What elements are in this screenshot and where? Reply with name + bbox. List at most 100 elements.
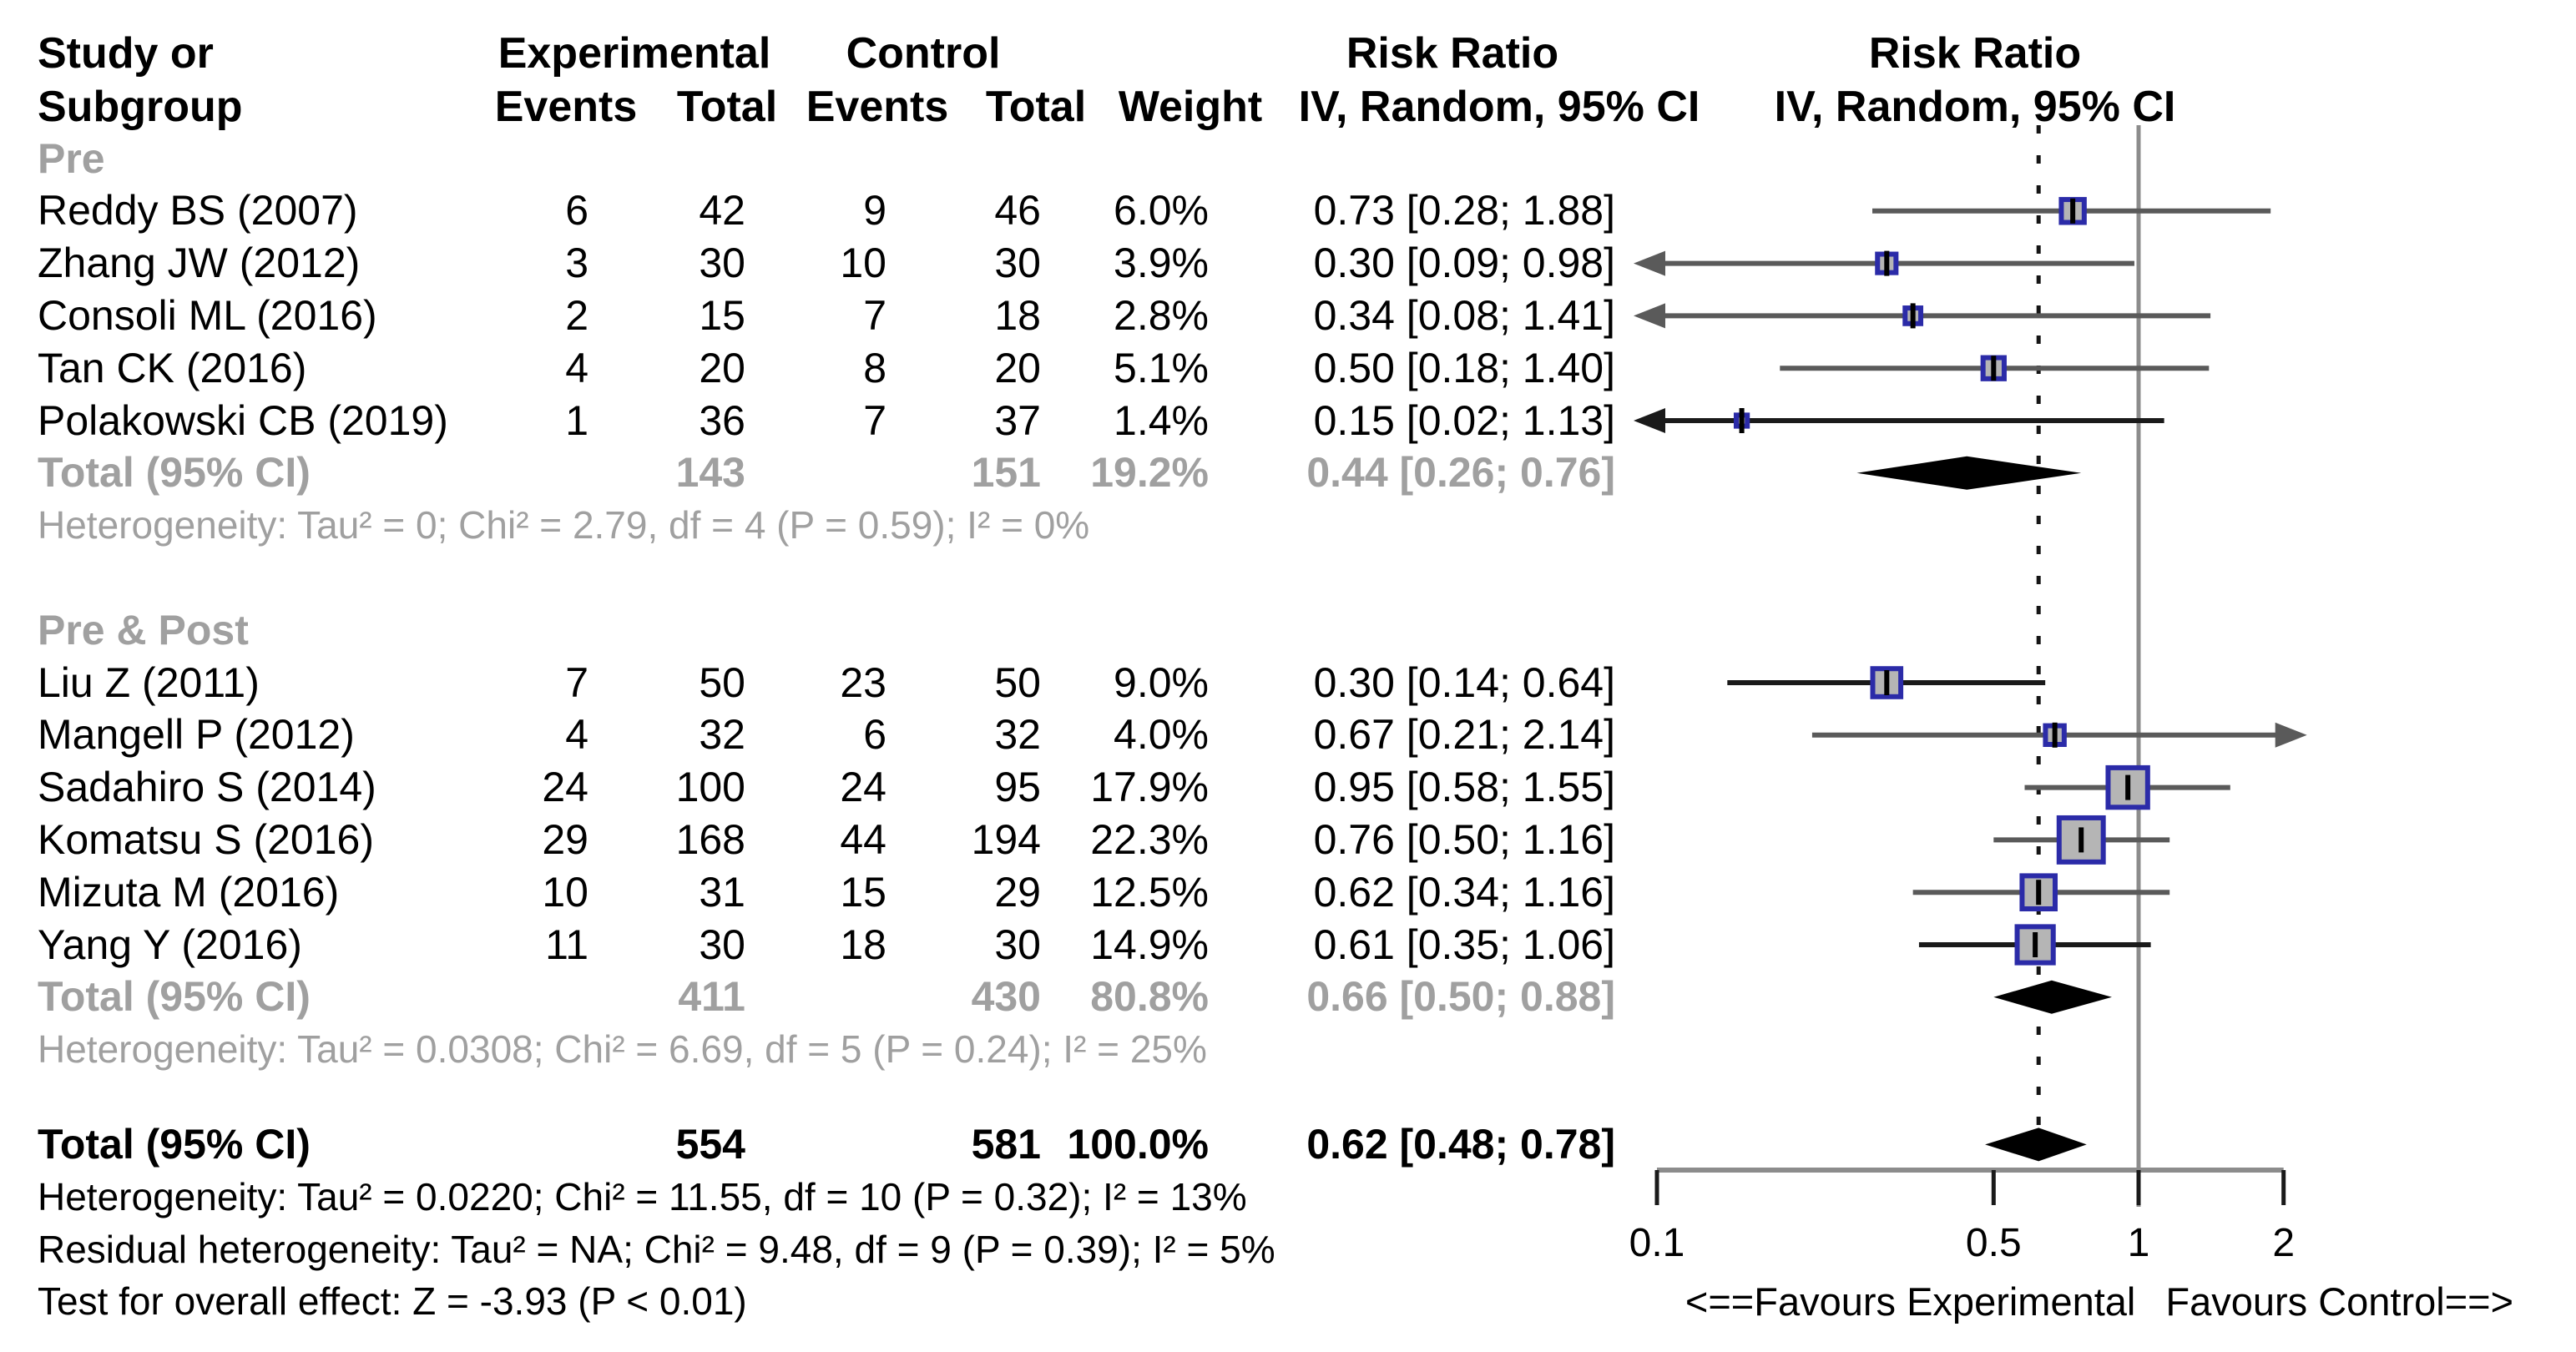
header-events-ctrl: Events <box>806 83 949 131</box>
ci-arrow-left <box>1634 303 1665 329</box>
row-label: Sadahiro S (2014) <box>38 764 376 811</box>
ec: 15 <box>840 868 886 916</box>
rr: 0.62 [0.48; 0.78] <box>1306 1120 1615 1168</box>
ee: 4 <box>565 344 588 391</box>
ee: 24 <box>542 764 588 811</box>
rr: 0.61 [0.35; 1.06] <box>1313 921 1615 968</box>
row-label: Total (95% CI) <box>38 973 311 1021</box>
tc: 50 <box>994 658 1041 706</box>
footnote-row: Residual heterogeneity: Tau² = NA; Chi² … <box>0 1223 2576 1276</box>
header-experimental: Experimental <box>498 29 771 78</box>
te: 50 <box>699 658 745 706</box>
heterogeneity-row: Heterogeneity: Tau² = 0.0308; Chi² = 6.6… <box>0 1023 2576 1076</box>
favours-control-label: Favours Control==> <box>2165 1279 2514 1324</box>
te: 411 <box>678 973 745 1021</box>
w: 5.1% <box>1114 344 1209 391</box>
w: 2.8% <box>1114 291 1209 339</box>
rr: 0.62 [0.34; 1.16] <box>1313 868 1615 916</box>
te: 15 <box>699 291 745 339</box>
ec: 9 <box>863 187 886 235</box>
study-row: Zhang JW (2012) 3 30 10 30 3.9% 0.30 [0.09; 0.… <box>0 237 2576 290</box>
ec: 6 <box>863 711 886 759</box>
w: 17.9% <box>1090 764 1209 811</box>
overall-diamond <box>1985 1128 2087 1162</box>
rr: 0.50 [0.18; 1.40] <box>1313 344 1615 391</box>
row-label: Heterogeneity: Tau² = 0.0308; Chi² = 6.6… <box>38 1027 1207 1072</box>
rr: 0.95 [0.58; 1.55] <box>1313 764 1615 811</box>
w: 100.0% <box>1067 1120 1209 1168</box>
tc: 30 <box>994 921 1041 968</box>
te: 32 <box>699 711 745 759</box>
w: 4.0% <box>1114 711 1209 759</box>
te: 554 <box>675 1120 745 1168</box>
header-risk-ratio: Risk Ratio <box>1346 29 1559 78</box>
header-weight: Weight <box>1118 83 1263 131</box>
overall-total-row: Total (95% CI) 554 581 100.0% 0.62 [0.48; 0.… <box>0 1118 2576 1171</box>
rr: 0.73 [0.28; 1.88] <box>1313 187 1615 235</box>
header-total-exp: Total <box>676 83 778 131</box>
w: 1.4% <box>1114 396 1209 444</box>
study-row: Polakowski CB (2019) 1 36 7 37 1.4% 0.15 [0.02… <box>0 395 2576 447</box>
tc: 30 <box>994 240 1041 287</box>
ee: 1 <box>565 396 588 444</box>
row-label: Pre & Post <box>38 606 249 653</box>
subtotal-row: Total (95% CI) 143 151 19.2% 0.44 [0.26; 0.7… <box>0 446 2576 499</box>
rr: 0.15 [0.02; 1.13] <box>1313 396 1615 444</box>
row-label: Heterogeneity: Tau² = 0.0220; Chi² = 11.… <box>38 1174 1247 1218</box>
study-row: Reddy BS (2007) 6 42 9 46 6.0% 0.73 [0.28; 1.8… <box>0 184 2576 237</box>
header-total-ctrl: Total <box>985 83 1087 131</box>
rr: 0.66 [0.50; 0.88] <box>1306 973 1615 1021</box>
w: 80.8% <box>1090 973 1209 1021</box>
header-study-line1: Study or <box>38 29 214 78</box>
tc: 37 <box>994 396 1041 444</box>
te: 31 <box>699 868 745 916</box>
row-label: Pre <box>38 134 105 182</box>
x-axis-tick-label: 0.1 <box>1629 1221 1685 1265</box>
header-control: Control <box>846 29 1001 78</box>
ee: 4 <box>565 711 588 759</box>
row-label: Consoli ML (2016) <box>38 291 377 339</box>
tc: 581 <box>971 1120 1041 1168</box>
rr: 0.76 [0.50; 1.16] <box>1313 815 1615 863</box>
header-events-exp: Events <box>494 83 638 131</box>
w: 3.9% <box>1114 240 1209 287</box>
study-row: Sadahiro S (2014) 24 100 24 95 17.9% 0.95 [0.5… <box>0 761 2576 814</box>
rr: 0.34 [0.08; 1.41] <box>1313 291 1615 339</box>
w: 14.9% <box>1090 921 1209 968</box>
ec: 44 <box>840 815 886 863</box>
study-row: Mizuta M (2016) 10 31 15 29 12.5% 0.62 [0.34; … <box>0 866 2576 919</box>
tc: 46 <box>994 187 1041 235</box>
study-row: Komatsu S (2016) 29 168 44 194 22.3% 0.76 [0.5… <box>0 814 2576 866</box>
plot-header-risk-ratio: Risk Ratio <box>1868 29 2082 78</box>
ee: 11 <box>545 921 588 968</box>
te: 30 <box>699 921 745 968</box>
row-label: Yang Y (2016) <box>38 921 302 968</box>
w: 12.5% <box>1090 868 1209 916</box>
subtotal-row: Total (95% CI) 411 430 80.8% 0.66 [0.50; 0.8… <box>0 971 2576 1023</box>
x-axis-tick-label: 1 <box>2127 1221 2150 1265</box>
w: 6.0% <box>1114 187 1209 235</box>
subtotal-diamond <box>1856 456 2082 490</box>
footnote-row: Heterogeneity: Tau² = 0.0220; Chi² = 11.… <box>0 1171 2576 1223</box>
study-row: Consoli ML (2016) 2 15 7 18 2.8% 0.34 [0.08; 1… <box>0 290 2576 342</box>
w: 19.2% <box>1090 449 1209 497</box>
te: 42 <box>699 187 745 235</box>
tc: 18 <box>994 291 1041 339</box>
rr: 0.30 [0.09; 0.98] <box>1313 240 1615 287</box>
row-label: Komatsu S (2016) <box>38 815 374 863</box>
ee: 3 <box>565 240 588 287</box>
row-label: Mangell P (2012) <box>38 711 355 759</box>
te: 168 <box>675 815 745 863</box>
ee: 7 <box>565 658 588 706</box>
w: 22.3% <box>1090 815 1209 863</box>
te: 143 <box>675 449 745 497</box>
ec: 7 <box>863 291 886 339</box>
ee: 29 <box>542 815 588 863</box>
te: 36 <box>699 396 745 444</box>
te: 30 <box>699 240 745 287</box>
row-label: Residual heterogeneity: Tau² = NA; Chi² … <box>38 1227 1275 1271</box>
ci-arrow-left <box>1634 408 1665 433</box>
header-study-line2: Subgroup <box>38 83 243 131</box>
w: 9.0% <box>1114 658 1209 706</box>
